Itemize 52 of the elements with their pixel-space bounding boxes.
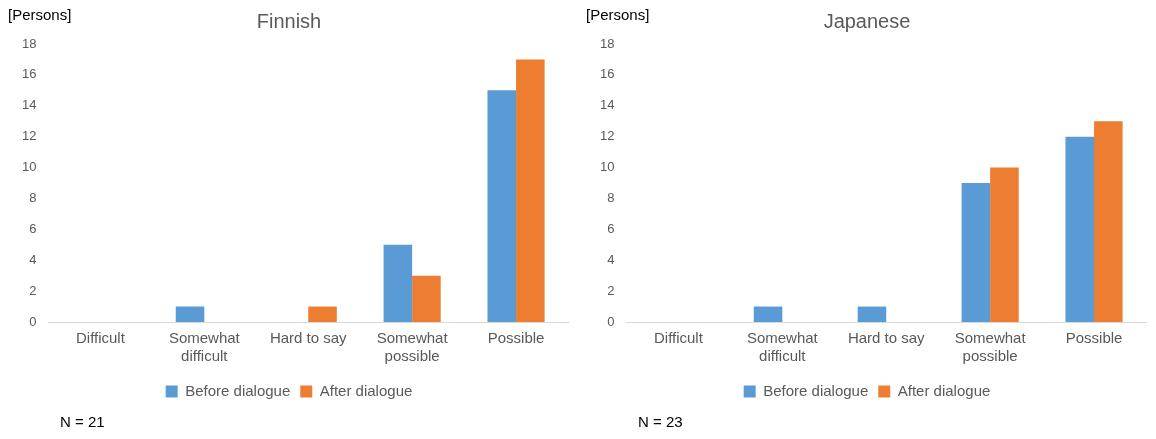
y-tick-label: 2 xyxy=(29,282,37,298)
y-tick-label: 10 xyxy=(21,159,37,175)
legend-label: Before dialogue xyxy=(763,381,869,399)
y-tick-label: 6 xyxy=(29,220,37,236)
y-tick-label: 14 xyxy=(21,97,37,113)
x-tick-label: Somewhat difficult xyxy=(746,329,819,365)
bar xyxy=(383,244,413,322)
chart-title: Finnish xyxy=(256,9,322,32)
y-tick-label: 14 xyxy=(599,97,615,113)
legend-label: After dialogue xyxy=(319,381,413,399)
x-tick-label: Somewhat possible xyxy=(954,329,1027,365)
bar xyxy=(1065,136,1095,322)
x-tick-label: Hard to say xyxy=(269,329,348,347)
y-tick-label: 8 xyxy=(607,190,615,206)
y-tick-label: 18 xyxy=(599,35,615,51)
y-tick-label: 0 xyxy=(607,313,615,329)
x-tick-label: Difficult xyxy=(75,329,126,347)
text: N = 21 xyxy=(60,412,105,430)
y-axis-title: [Persons] xyxy=(586,5,650,23)
bar xyxy=(487,90,517,322)
chart-title: Japanese xyxy=(823,9,911,32)
y-tick-label: 4 xyxy=(29,251,37,267)
y-tick-label: 6 xyxy=(607,220,615,236)
y-tick-label: 10 xyxy=(599,159,615,175)
y-tick-label: 12 xyxy=(599,128,615,144)
y-tick-label: 16 xyxy=(599,66,615,82)
bar xyxy=(1094,121,1123,322)
bar xyxy=(175,306,205,322)
text: N = 23 xyxy=(638,412,683,430)
x-tick-label: Difficult xyxy=(653,329,704,347)
x-tick-label: Somewhat difficult xyxy=(168,329,241,365)
x-tick-label: Somewhat possible xyxy=(376,329,449,365)
bar xyxy=(990,167,1019,322)
x-tick-label: Hard to say xyxy=(847,329,926,347)
bar xyxy=(857,306,887,322)
y-tick-label: 0 xyxy=(29,313,37,329)
y-tick-label: 8 xyxy=(29,190,37,206)
y-tick-label: 16 xyxy=(21,66,37,82)
y-tick-label: 12 xyxy=(21,128,37,144)
bar xyxy=(412,275,441,322)
bar xyxy=(516,59,545,322)
bar xyxy=(308,306,337,322)
y-tick-label: 4 xyxy=(607,251,615,267)
legend-label: After dialogue xyxy=(897,381,991,399)
bar xyxy=(961,183,991,322)
y-tick-label: 2 xyxy=(607,282,615,298)
x-tick-label: Possible xyxy=(1065,329,1123,347)
y-axis-title: [Persons] xyxy=(8,5,72,23)
y-tick-label: 18 xyxy=(21,35,37,51)
legend-label: Before dialogue xyxy=(185,381,291,399)
x-tick-label: Possible xyxy=(487,329,545,347)
bar xyxy=(753,306,783,322)
